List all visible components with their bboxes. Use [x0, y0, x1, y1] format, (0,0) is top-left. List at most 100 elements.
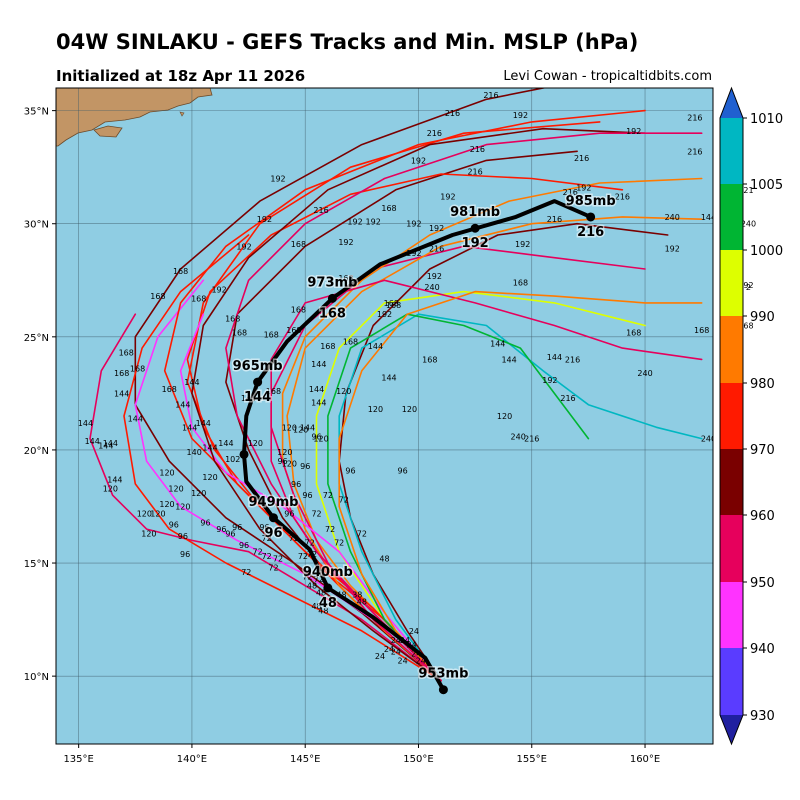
- hour-label: 216: [687, 147, 702, 156]
- hour-label-offframe: 21: [743, 186, 753, 195]
- colorbar-segment: [720, 184, 743, 250]
- hour-label: 216: [547, 215, 562, 224]
- hour-label: 216: [524, 435, 539, 444]
- hour-label: 216: [565, 355, 580, 364]
- y-tick-label: 25°N: [24, 333, 49, 344]
- colorbar-low-extend: [720, 715, 743, 744]
- hour-label: 144: [501, 355, 516, 364]
- hour-label: 168: [694, 326, 709, 335]
- y-tick-label: 30°N: [24, 220, 49, 231]
- out-of-frame-hour-labels: 192 216 21 240 2 68 92: [574, 154, 756, 330]
- mean-hour-label: 216: [577, 225, 604, 240]
- hour-label: 144: [196, 419, 211, 428]
- hour-label: 144: [309, 385, 324, 394]
- x-tick-label: 135°E: [63, 754, 93, 765]
- hour-label: 120: [497, 412, 512, 421]
- mean-hour-label: 96: [264, 526, 282, 541]
- hour-label: 168: [119, 349, 134, 358]
- hour-label: 96: [311, 432, 321, 441]
- hour-label: 216: [563, 188, 578, 197]
- mean-pressure-label: 973mb: [307, 275, 357, 290]
- hour-label: 144: [311, 360, 326, 369]
- mean-hour-label: 168: [319, 306, 346, 321]
- hour-label: 144: [547, 353, 562, 362]
- hour-label: 120: [402, 405, 417, 414]
- hour-label: 192: [427, 272, 442, 281]
- hour-label: 72: [268, 564, 278, 573]
- hour-label: 120: [336, 387, 351, 396]
- mean-pressure-label: 985mb: [566, 194, 616, 209]
- japan-landmass: [56, 88, 213, 147]
- mean-hour-label: 144: [244, 390, 271, 405]
- member-track-11: [89, 313, 442, 682]
- hour-label: 72: [305, 539, 315, 548]
- hour-label: 120: [277, 448, 292, 457]
- small-island: [179, 111, 185, 117]
- hour-label: 72: [262, 534, 272, 543]
- hour-label-offframe: 192: [576, 184, 591, 193]
- hour-label: 120: [159, 469, 174, 478]
- hour-label: 144: [175, 401, 190, 410]
- hour-label: 48: [311, 602, 321, 611]
- hour-label: 72: [253, 548, 263, 557]
- x-axis-ticks: 135°E 140°E 145°E 150°E 155°E 160°E: [63, 744, 660, 765]
- hour-label: 240: [701, 435, 716, 444]
- hour-label: 192: [542, 376, 557, 385]
- hour-label: 144: [218, 439, 233, 448]
- hour-label: 96: [345, 466, 355, 475]
- hour-label: 144: [85, 437, 100, 446]
- plot-frame: [55, 87, 714, 745]
- x-tick-label: 160°E: [630, 754, 660, 765]
- hour-label: 240: [665, 213, 680, 222]
- member-track-5: [186, 173, 624, 682]
- hour-label: 216: [445, 109, 460, 118]
- hour-label: 72: [357, 530, 367, 539]
- colorbar-segment: [720, 118, 743, 184]
- hour-label: 192: [515, 240, 530, 249]
- hour-label: 140: [187, 448, 202, 457]
- hour-label: 144: [701, 213, 716, 222]
- mean-track-point: [586, 212, 596, 222]
- hour-label-offframe: 240: [741, 220, 756, 229]
- hour-label: 48: [318, 607, 328, 616]
- hour-label: 192: [429, 224, 444, 233]
- hour-label-offframe: 216: [574, 154, 589, 163]
- hour-label: 192: [440, 193, 455, 202]
- hour-label: 72: [323, 491, 333, 500]
- hour-label: 120: [293, 426, 308, 435]
- mean-track-point: [239, 449, 249, 459]
- hour-label: 24: [375, 652, 385, 661]
- hour-label: 96: [169, 521, 179, 530]
- hour-label: 120: [313, 435, 328, 444]
- colorbar-label: 1005: [750, 178, 783, 193]
- colorbar-label: 1000: [750, 244, 783, 259]
- hour-label: 72: [262, 552, 272, 561]
- hour-label: 72: [311, 509, 321, 518]
- hour-label: 48: [316, 588, 326, 597]
- hour-label: 120: [168, 484, 183, 493]
- hour-label: 24: [391, 636, 401, 645]
- hour-label: 192: [626, 127, 641, 136]
- y-tick-label: 10°N: [24, 672, 49, 683]
- x-tick-label: 140°E: [177, 754, 207, 765]
- hour-label: 120: [175, 502, 190, 511]
- member-track-16: [338, 313, 703, 682]
- member-track-6: [286, 216, 703, 682]
- hour-label: 168: [264, 331, 279, 340]
- hour-label: 168: [232, 328, 247, 337]
- hour-label: 192: [406, 249, 421, 258]
- mean-pressure-label: 949mb: [248, 495, 298, 510]
- hour-label: 192: [665, 245, 680, 254]
- hour-label: 96: [398, 466, 408, 475]
- hour-label-offframe: 2: [746, 283, 751, 292]
- hour-label: 120: [282, 423, 297, 432]
- mean-pressure-label: 940mb: [303, 565, 353, 580]
- hour-label: 168: [286, 326, 301, 335]
- hour-label: 120: [191, 489, 206, 498]
- chart-credit: Levi Cowan - tropicaltidbits.com: [503, 69, 712, 84]
- hour-label: 216: [560, 394, 575, 403]
- hour-label: 168: [381, 204, 396, 213]
- y-tick-label: 15°N: [24, 559, 49, 570]
- mean-pressure-label: 953mb: [418, 667, 468, 682]
